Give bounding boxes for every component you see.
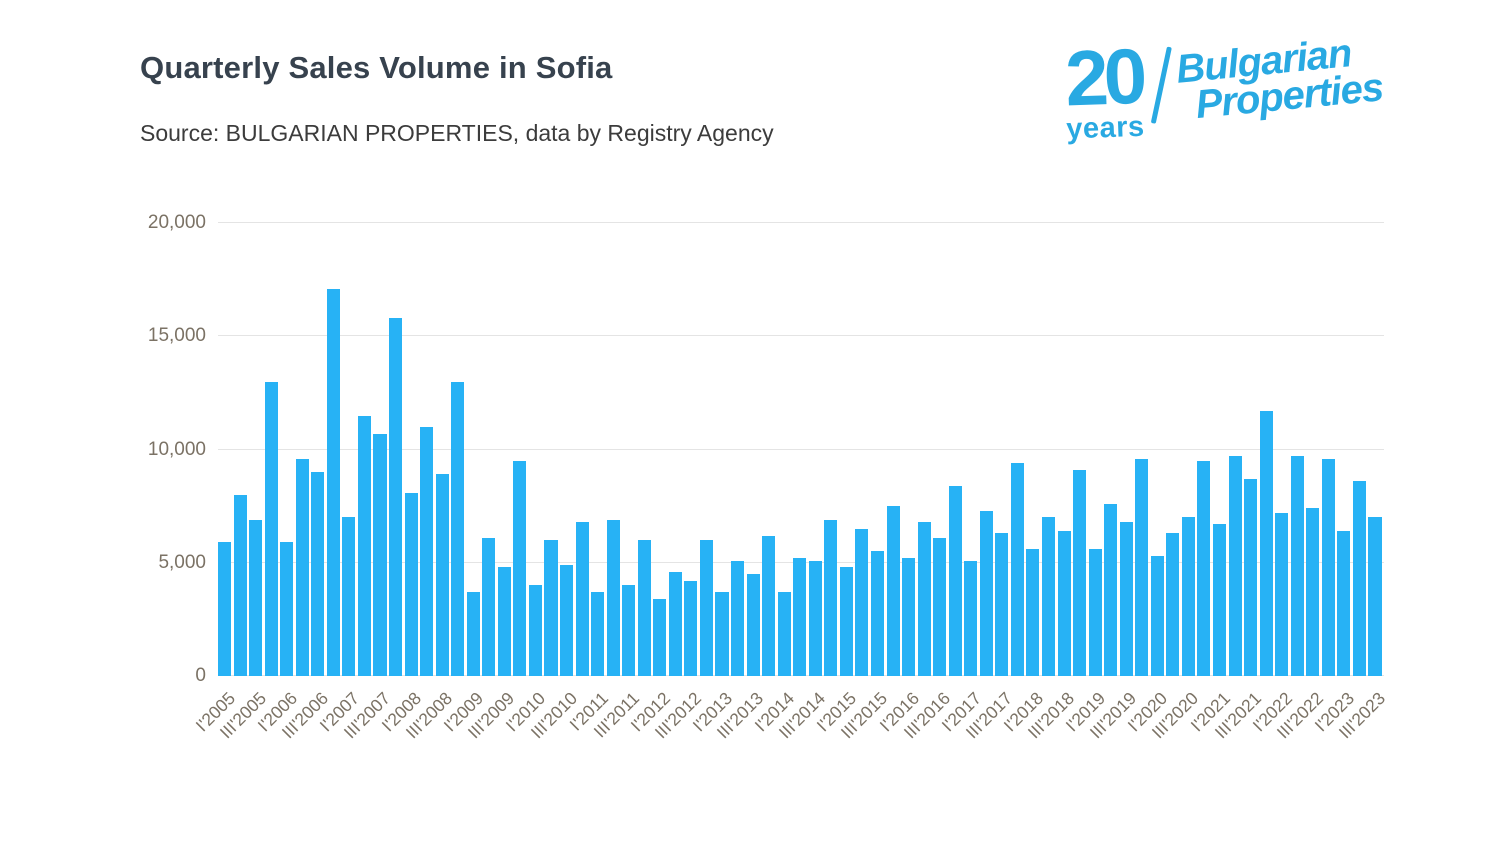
bar-IV'2018 xyxy=(1073,469,1087,676)
bar-III'2011 xyxy=(622,585,636,676)
bar-IV'2013 xyxy=(762,535,776,676)
logo-wordmark: Bulgarian Properties xyxy=(1174,31,1385,127)
bar-IV'2009 xyxy=(513,460,527,676)
bar-III'2013 xyxy=(746,574,760,676)
bar-IV'2006 xyxy=(326,288,340,676)
bar-II'2010 xyxy=(544,540,558,676)
bar-II'2005 xyxy=(233,494,247,676)
logo-20-years: 20 years xyxy=(1063,31,1145,147)
bar-II'2013 xyxy=(731,560,745,676)
chart-title: Quarterly Sales Volume in Sofia xyxy=(140,50,613,85)
bar-II'2006 xyxy=(295,458,309,676)
bar-III'2008 xyxy=(435,474,449,676)
bar-III'2014 xyxy=(808,560,822,676)
bar-IV'2012 xyxy=(699,540,713,676)
bar-III'2021 xyxy=(1244,478,1258,676)
bar-I'2012 xyxy=(653,599,667,676)
bar-II'2007 xyxy=(357,415,371,676)
bar-IV'2014 xyxy=(824,519,838,676)
bar-III'2012 xyxy=(684,580,698,676)
bar-IV'2011 xyxy=(637,540,651,676)
bulgarian-properties-logo: 20 years Bulgarian Properties xyxy=(1063,30,1385,147)
bar-I'2011 xyxy=(591,592,605,676)
bar-I'2016 xyxy=(902,558,916,676)
x-axis: I'2005 III'2005 I'2006 III'2006 I'2007 III'20… xyxy=(191,682,1389,792)
y-tick-label-10000: 10,000 xyxy=(147,438,206,460)
bar-III'2020 xyxy=(1181,517,1195,676)
plot-area xyxy=(218,222,1384,676)
bar-I'2015 xyxy=(839,567,853,676)
bar-I'2020 xyxy=(1150,555,1164,676)
bar-I'2007 xyxy=(342,517,356,676)
bar-III'2015 xyxy=(870,551,884,676)
y-axis: 0 5,000 10,000 15,000 20,000 xyxy=(118,212,206,686)
bar-I'2021 xyxy=(1212,524,1227,676)
bar-IV'2015 xyxy=(886,506,900,676)
bar-II'2020 xyxy=(1166,533,1180,676)
bar-III'2006 xyxy=(311,472,325,676)
gridline-20000 xyxy=(218,222,1384,223)
bar-II'2022 xyxy=(1290,456,1304,676)
bar-II'2014 xyxy=(793,558,807,676)
bar-III'2023 xyxy=(1368,517,1382,676)
y-tick-label-20000: 20,000 xyxy=(147,212,206,233)
bar-I'2006 xyxy=(280,542,294,676)
bar-II'2017 xyxy=(979,510,993,676)
bar-I'2013 xyxy=(715,592,729,676)
bar-I'2019 xyxy=(1088,549,1102,676)
bar-II'2011 xyxy=(606,519,620,676)
bar-I'2014 xyxy=(777,592,791,676)
bar-I'2005 xyxy=(218,542,232,676)
bar-II'2016 xyxy=(917,521,931,676)
bar-IV'2016 xyxy=(948,485,962,676)
bar-I'2022 xyxy=(1275,512,1289,676)
bar-II'2021 xyxy=(1228,456,1242,676)
bar-II'2015 xyxy=(855,528,869,676)
bar-IV'2021 xyxy=(1259,411,1273,676)
bar-IV'2005 xyxy=(264,381,278,676)
bar-IV'2017 xyxy=(1010,463,1024,676)
logo-number: 20 xyxy=(1063,31,1144,123)
bar-IV'2010 xyxy=(575,521,589,676)
bar-IV'2008 xyxy=(451,381,465,676)
bar-III'2017 xyxy=(995,533,1009,676)
y-tick-label-0: 0 xyxy=(195,665,206,686)
gridline-15000 xyxy=(218,335,1384,337)
bar-II'2018 xyxy=(1041,517,1056,676)
bar-III'2016 xyxy=(933,537,947,676)
chart-source: Source: BULGARIAN PROPERTIES, data by Re… xyxy=(140,120,774,146)
bar-I'2017 xyxy=(964,560,978,676)
bar-III'2022 xyxy=(1306,508,1320,676)
bar-III'2005 xyxy=(249,519,263,676)
bar-II'2012 xyxy=(668,571,682,676)
y-tick-label-5000: 5,000 xyxy=(158,551,206,573)
bar-II'2008 xyxy=(420,426,434,676)
bar-II'2019 xyxy=(1104,503,1118,676)
bar-IV'2022 xyxy=(1321,458,1335,676)
bar-I'2009 xyxy=(466,592,480,676)
bar-I'2008 xyxy=(404,492,418,676)
bar-II'2023 xyxy=(1352,481,1366,676)
bar-II'2009 xyxy=(482,537,496,676)
bar-III'2010 xyxy=(560,565,574,676)
bar-IV'2020 xyxy=(1197,460,1211,676)
gridline-10000 xyxy=(218,448,1384,450)
bar-I'2018 xyxy=(1026,549,1040,676)
bar-III'2019 xyxy=(1119,521,1133,676)
bar-IV'2007 xyxy=(389,318,403,676)
bar-I'2010 xyxy=(528,585,542,676)
logo-slash-divider xyxy=(1150,46,1173,124)
bar-IV'2019 xyxy=(1135,458,1149,676)
bar-III'2009 xyxy=(497,567,511,676)
bar-III'2018 xyxy=(1057,531,1071,676)
bar-I'2023 xyxy=(1337,531,1351,676)
y-tick-label-15000: 15,000 xyxy=(147,325,206,347)
logo-years-label: years xyxy=(1065,111,1145,146)
bar-III'2007 xyxy=(373,433,387,676)
